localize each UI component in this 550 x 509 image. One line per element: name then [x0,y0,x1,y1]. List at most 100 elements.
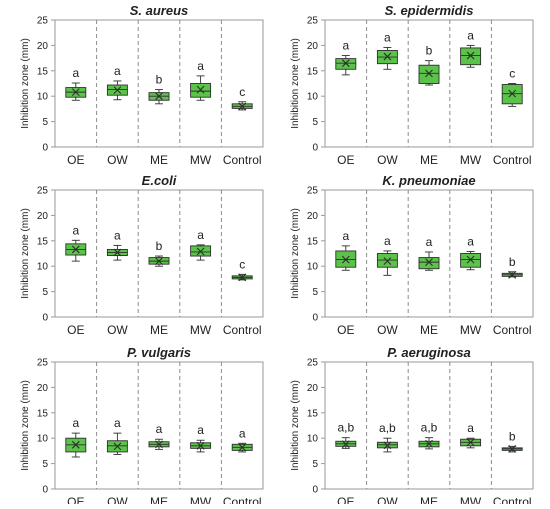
x-tick-label: OW [377,323,398,337]
x-tick-label: Control [493,323,532,337]
y-tick-label: 15 [37,236,49,247]
y-tick-label: 25 [307,186,319,197]
y-tick-label: 15 [37,66,49,77]
y-tick-label: 10 [307,434,319,445]
y-tick-label: 15 [307,66,319,77]
mean-marker [238,443,247,452]
mean-marker [155,257,163,266]
x-tick-label: MW [190,495,212,504]
box-control: b Control [493,429,532,509]
significance-letter: a [156,422,163,436]
plot-frame [54,361,264,490]
box-ow: a OW [106,416,128,509]
mean-marker [155,440,163,449]
y-tick-label: 20 [307,383,319,394]
mean-marker [113,86,122,94]
x-tick-label: Control [223,153,262,167]
x-tick-label: MW [190,323,212,337]
significance-letter: c [509,67,515,81]
significance-letter: a,b [421,421,438,435]
y-tick-label: 5 [312,117,318,128]
x-tick-label: OW [377,153,398,167]
y-tick-label: 15 [307,408,319,419]
significance-letter: a [114,416,121,430]
significance-letter: a [72,416,79,430]
x-tick-label: ME [150,153,168,167]
box-iqr [418,257,440,270]
y-tick-label: 10 [37,92,49,103]
mean-marker [196,247,205,256]
y-tick-label: 10 [37,262,49,273]
y-tick-label: 5 [312,459,318,470]
box-mw: a MW [460,234,482,337]
box-mw: a MW [190,423,212,509]
significance-letter: a [239,426,246,440]
x-tick-label: Control [493,495,532,504]
x-tick-label: MW [460,495,482,504]
box-ow: a OW [376,30,398,167]
box-control: b Control [493,255,532,337]
box-mw: a MW [460,421,482,509]
y-tick-label: 5 [42,287,48,298]
mean-marker [466,51,475,60]
significance-letter: a,b [379,421,396,435]
mean-marker [383,441,392,450]
box-me: a ME [148,422,170,509]
mean-marker [238,102,247,111]
y-tick-label: 20 [37,41,49,52]
x-tick-label: Control [223,323,262,337]
significance-letter: a [426,235,433,249]
significance-letter: a [467,421,474,435]
mean-marker [425,258,433,267]
significance-letter: c [239,257,245,271]
y-axis-label: Inhibition zone (mm) [290,38,301,129]
significance-letter: b [156,239,163,253]
significance-letter: a [384,234,391,248]
significance-letter: b [509,255,516,269]
box-oe: a OE [335,39,357,167]
y-tick-label: 20 [307,41,319,52]
plot-frame [54,19,264,148]
significance-letter: b [509,429,516,443]
x-tick-label: MW [460,153,482,167]
box-ow: a,b OW [376,421,398,509]
mean-marker [466,255,475,264]
x-tick-label: OE [337,323,354,337]
chart-panel-6: 0 5 10 15 20 25 Inhibition zone (mm) P. aerugin… [290,345,534,509]
box-iqr [418,64,440,84]
box-control: c Control [223,257,262,337]
y-tick-label: 5 [312,287,318,298]
box-oe: a OE [65,66,87,167]
box-oe: a OE [335,229,357,337]
x-tick-label: Control [223,495,262,504]
x-tick-label: OE [67,153,84,167]
chart-title: P. vulgaris [127,345,191,360]
y-tick-label: 0 [312,313,318,324]
box-me: a ME [418,235,440,337]
significance-letter: a [467,28,474,42]
box-me: b ME [418,44,440,167]
x-tick-label: ME [420,323,438,337]
y-tick-label: 15 [37,408,49,419]
y-tick-label: 25 [37,186,49,197]
significance-letter: a [197,228,204,242]
mean-marker [508,444,517,453]
x-tick-label: OE [67,495,84,504]
chart-title: S. epidermidis [385,3,474,18]
y-tick-label: 25 [37,16,49,27]
significance-letter: a,b [337,421,354,435]
x-tick-label: ME [150,495,168,504]
x-tick-label: ME [150,323,168,337]
y-axis-label: Inhibition zone (mm) [20,208,31,299]
chart-panel-4: 0 5 10 15 20 25 Inhibition zone (mm) K. pneumon… [290,173,534,337]
y-tick-label: 0 [42,143,48,154]
box-me: b ME [148,239,170,337]
plot-frame [324,361,534,490]
significance-letter: b [156,73,163,87]
mean-marker [71,440,80,449]
significance-letter: b [426,44,433,58]
mean-marker [425,69,433,78]
